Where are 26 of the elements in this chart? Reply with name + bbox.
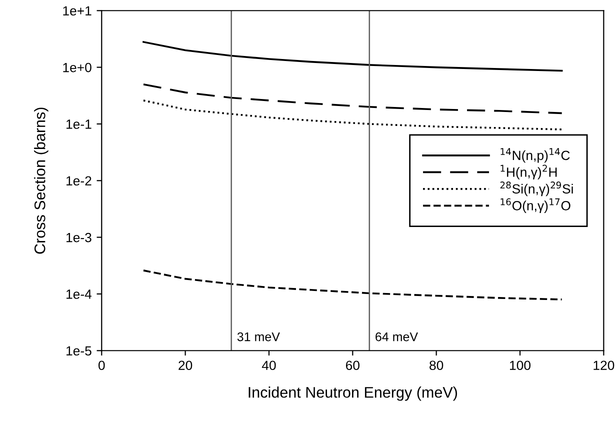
line-series (142, 100, 563, 130)
line-series (142, 270, 563, 300)
x-tick-label: 120 (594, 360, 614, 370)
ref-line-label: 64 meV (376, 332, 418, 342)
legend-label: $^{1}$H(n,γ)$^{2}$H (500, 164, 557, 180)
ref-line-label: 31 meV (237, 332, 280, 342)
legend-label: $^{28}$Si(n,γ)$^{29}$Si (500, 182, 573, 196)
x-tick-label: 40 (262, 360, 276, 370)
y-tick-label: 1e+0 (63, 62, 92, 72)
legend-label: $^{16}$O(n,γ)$^{17}$O (500, 198, 570, 213)
x-tick-label: 100 (510, 360, 530, 370)
x-axis-title: Incident Neutron Energy (meV) (248, 386, 458, 401)
line-series (142, 83, 563, 114)
y-tick-label: 1e-4 (66, 290, 92, 299)
legend-label: $^{14}$N(n,p)$^{14}$C (500, 148, 570, 163)
y-tick-label: 1e-1 (66, 120, 92, 129)
x-tick-label: 60 (346, 360, 360, 370)
x-tick-label: 0 (98, 360, 105, 370)
line-series (142, 41, 563, 72)
x-tick-label: 80 (430, 360, 444, 370)
y-tick-label: 1e+1 (63, 6, 92, 16)
x-tick-label: 20 (178, 360, 192, 370)
y-axis-title: Cross Section (barns) (34, 108, 48, 254)
y-tick-label: 1e-3 (66, 232, 92, 242)
y-tick-label: 1e-2 (66, 176, 92, 186)
y-tick-label: 1e-5 (66, 346, 92, 356)
